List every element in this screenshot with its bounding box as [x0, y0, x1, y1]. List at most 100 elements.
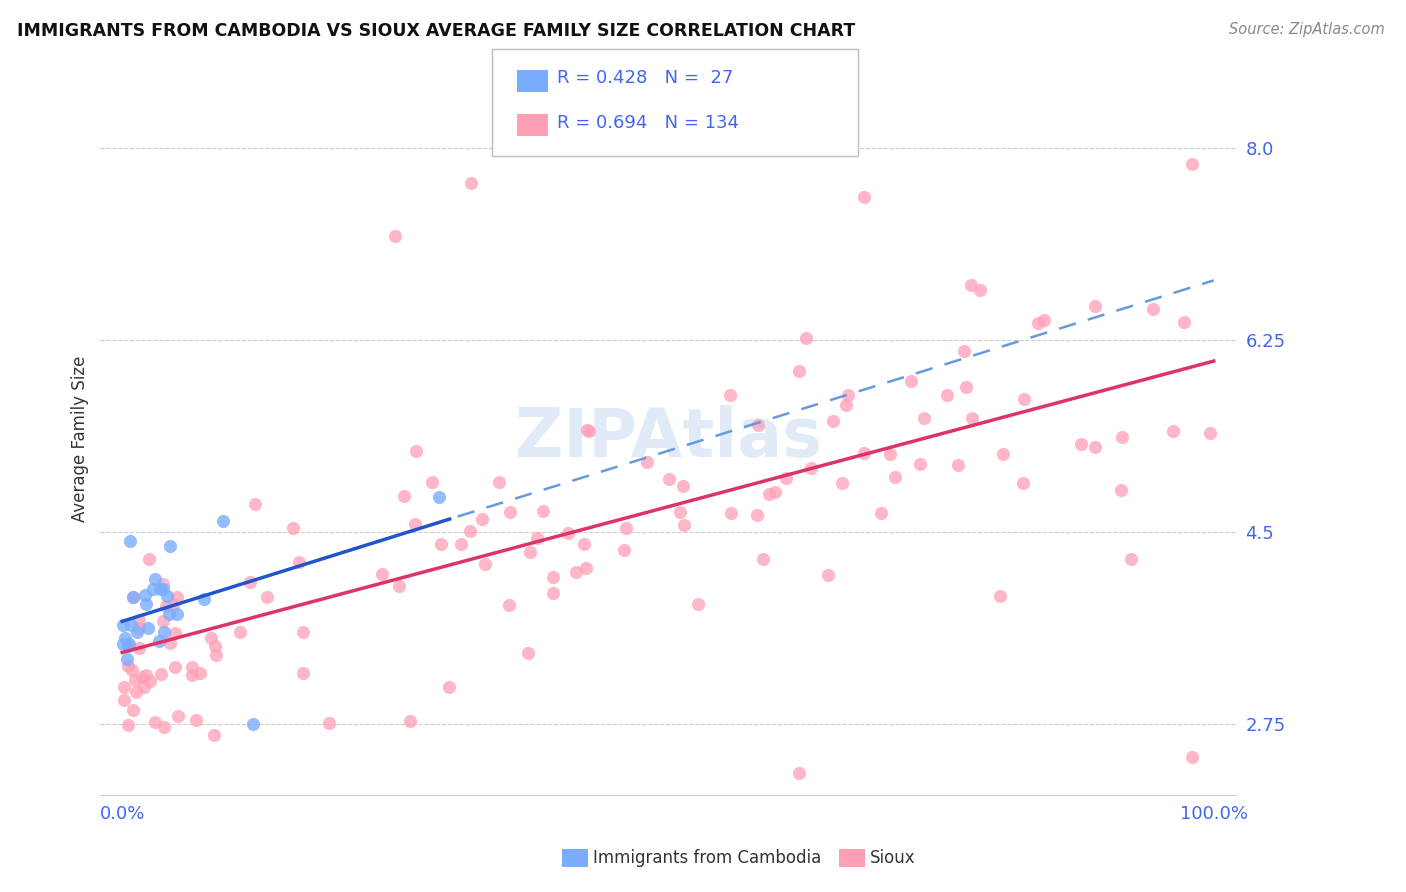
Point — [159, 540, 181, 554]
Point — [686, 597, 709, 611]
Point — [763, 485, 786, 500]
Point — [243, 497, 266, 511]
Point — [960, 411, 983, 425]
Point — [658, 472, 681, 486]
Point — [162, 598, 184, 612]
Point — [800, 461, 823, 475]
Point — [404, 516, 426, 531]
Point — [1181, 157, 1204, 171]
Point — [672, 479, 695, 493]
Point — [193, 591, 215, 606]
Point — [166, 607, 188, 621]
Point — [752, 552, 775, 566]
Point — [228, 625, 250, 640]
Point — [787, 766, 810, 780]
Point — [127, 625, 149, 640]
Point — [124, 673, 146, 687]
Point — [166, 590, 188, 604]
Point — [163, 625, 186, 640]
Point — [853, 190, 876, 204]
Point — [499, 505, 522, 519]
Point — [143, 715, 166, 730]
Point — [384, 228, 406, 243]
Point — [204, 639, 226, 653]
Point — [181, 660, 204, 674]
Point — [575, 561, 598, 575]
Point — [1142, 301, 1164, 316]
Point — [281, 521, 304, 535]
Point — [180, 668, 202, 682]
Point — [541, 586, 564, 600]
Point — [1012, 475, 1035, 490]
Point — [211, 514, 233, 528]
Point — [884, 470, 907, 484]
Point — [291, 666, 314, 681]
Point — [437, 680, 460, 694]
Point — [1033, 312, 1056, 326]
Point — [870, 506, 893, 520]
Point — [128, 613, 150, 627]
Point — [399, 714, 422, 728]
Point — [136, 621, 159, 635]
Point — [318, 715, 340, 730]
Point — [392, 489, 415, 503]
Point — [516, 646, 538, 660]
Text: R = 0.694   N = 134: R = 0.694 N = 134 — [557, 114, 738, 132]
Point — [470, 512, 492, 526]
Point — [202, 728, 225, 742]
Point — [152, 614, 174, 628]
Point — [148, 634, 170, 648]
Point — [149, 582, 172, 597]
Point — [120, 618, 142, 632]
Point — [912, 411, 935, 425]
Point — [817, 568, 839, 582]
Point — [1161, 424, 1184, 438]
Point — [969, 283, 991, 297]
Point — [960, 278, 983, 293]
Point — [117, 658, 139, 673]
Point — [636, 455, 658, 469]
Point — [935, 388, 957, 402]
Point — [135, 667, 157, 681]
Y-axis label: Average Family Size: Average Family Size — [72, 355, 89, 522]
Point — [673, 517, 696, 532]
Point — [498, 598, 520, 612]
Point — [991, 447, 1014, 461]
Text: R = 0.428   N =  27: R = 0.428 N = 27 — [557, 69, 733, 87]
Point — [163, 660, 186, 674]
Point — [405, 443, 427, 458]
Point — [1111, 430, 1133, 444]
Point — [796, 331, 818, 345]
Point — [557, 525, 579, 540]
Point — [1121, 551, 1143, 566]
Point — [526, 531, 548, 545]
Point — [256, 591, 278, 605]
Point — [112, 617, 135, 632]
Point — [450, 536, 472, 550]
Point — [184, 713, 207, 727]
Point — [131, 670, 153, 684]
Point — [1181, 749, 1204, 764]
Text: Immigrants from Cambodia: Immigrants from Cambodia — [593, 849, 821, 867]
Point — [572, 537, 595, 551]
Text: Sioux: Sioux — [870, 849, 915, 867]
Point — [205, 648, 228, 662]
Point — [157, 607, 180, 622]
Point — [143, 572, 166, 586]
Point — [121, 663, 143, 677]
Point — [837, 388, 859, 402]
Point — [420, 475, 443, 490]
Point — [789, 364, 811, 378]
Point — [153, 624, 176, 639]
Point — [1109, 483, 1132, 497]
Point — [831, 476, 853, 491]
Text: Source: ZipAtlas.com: Source: ZipAtlas.com — [1229, 22, 1385, 37]
Point — [427, 490, 450, 504]
Point — [117, 639, 139, 653]
Point — [821, 414, 844, 428]
Point — [519, 545, 541, 559]
Point — [775, 470, 797, 484]
Text: ZIPAtlas: ZIPAtlas — [515, 406, 821, 472]
Point — [115, 652, 138, 666]
Point — [128, 640, 150, 655]
